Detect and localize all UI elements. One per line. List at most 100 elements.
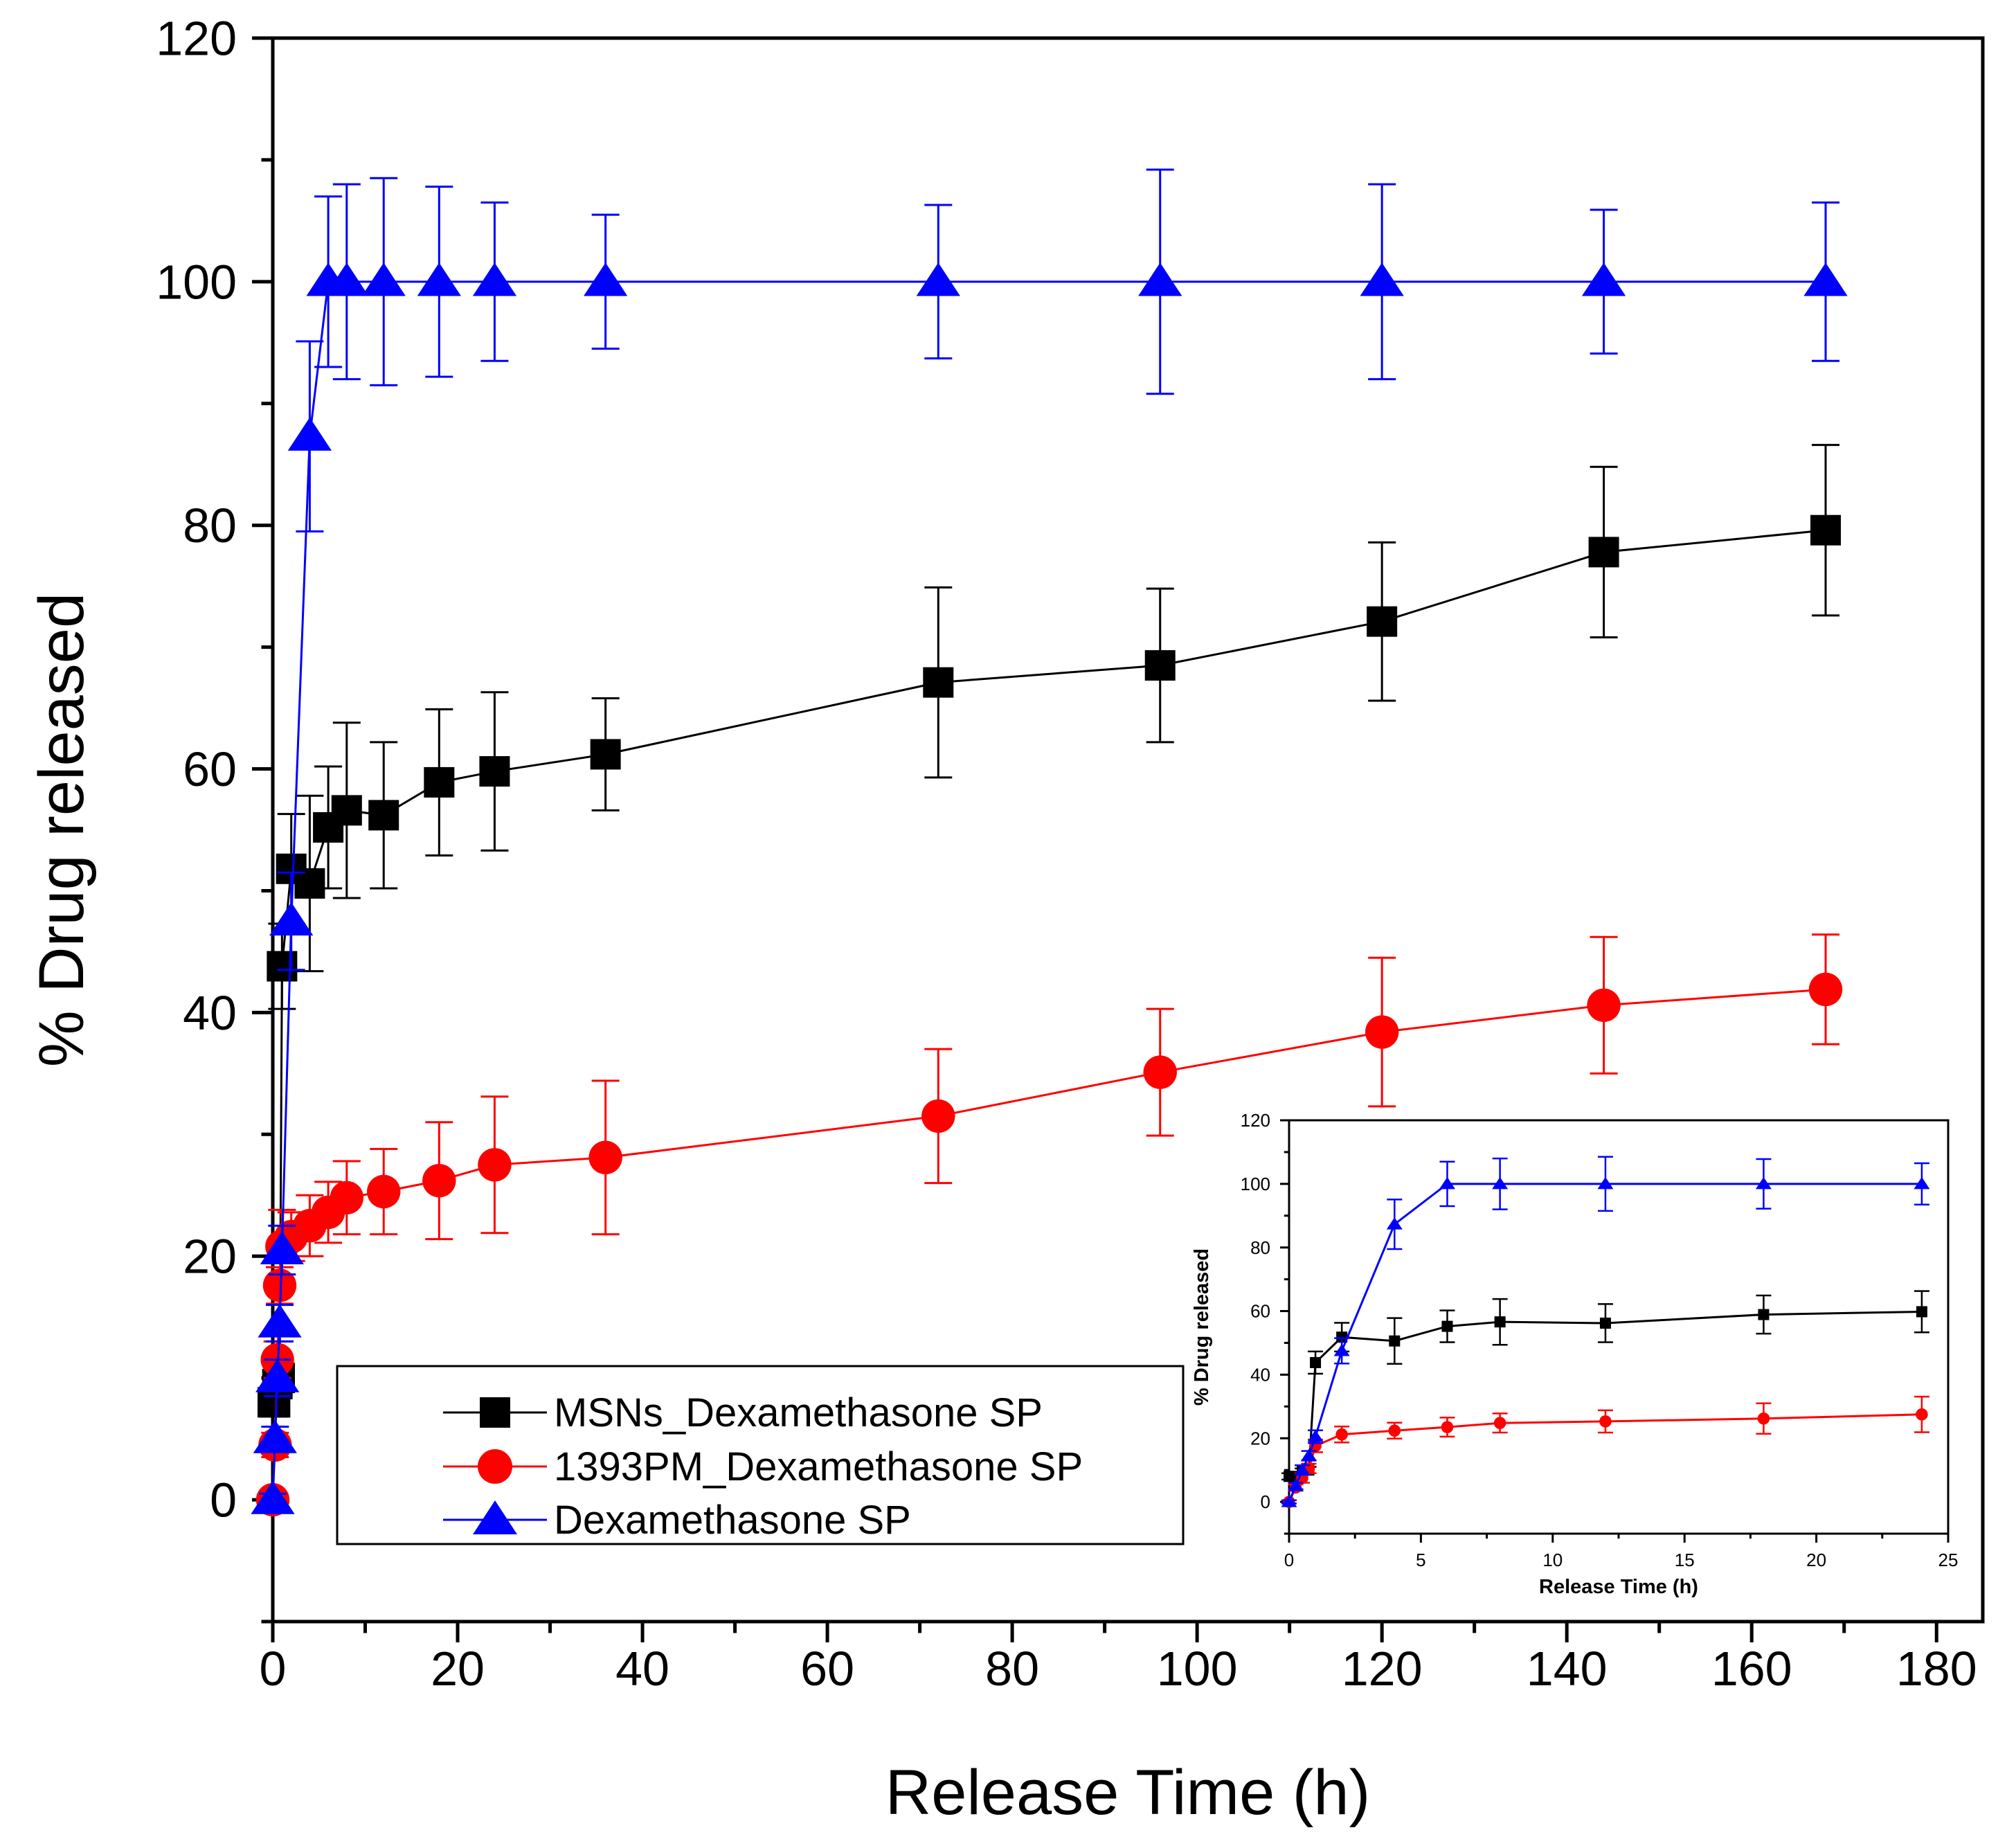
x-tick-label: 160: [1711, 1642, 1792, 1696]
data-point-circle: [1599, 1415, 1612, 1428]
data-point-circle: [1757, 1412, 1770, 1425]
data-point-triangle: [1492, 1176, 1509, 1190]
y-axis-title: % Drug released: [1191, 1248, 1213, 1406]
y-tick-label: 120: [1241, 1110, 1270, 1131]
data-point-triangle: [1803, 262, 1848, 296]
data-point-circle: [1335, 1428, 1348, 1441]
y-tick-label: 60: [183, 742, 237, 796]
data-point-square: [1758, 1309, 1770, 1320]
data-point-triangle: [258, 1304, 302, 1338]
data-point-square: [1144, 650, 1176, 681]
data-point-square: [1441, 1320, 1453, 1332]
data-point-triangle: [1755, 1176, 1772, 1190]
data-point-circle: [1365, 1015, 1399, 1049]
legend: MSNs_Dexamethasone SP 1393PM_Dexamethason…: [336, 1365, 1185, 1545]
data-point-triangle: [361, 262, 406, 296]
data-point-square: [590, 739, 621, 770]
data-point-square: [1810, 514, 1842, 546]
data-point-triangle: [260, 1230, 304, 1265]
data-point-square: [1389, 1335, 1401, 1347]
x-tick-label: 10: [1542, 1550, 1563, 1570]
legend-marker-square: [480, 1397, 510, 1428]
plot-frame: [271, 36, 1985, 1624]
y-tick-label: 40: [183, 986, 237, 1040]
legend-label: Dexamethasone SP: [554, 1498, 911, 1543]
data-point-circle: [478, 1148, 512, 1182]
legend-marker-triangle: [473, 1500, 517, 1534]
data-point-triangle: [1439, 1176, 1455, 1190]
x-tick-label: 100: [1157, 1642, 1238, 1696]
data-point-square: [923, 667, 954, 698]
x-axis-title: Release Time (h): [885, 1757, 1370, 1828]
data-point-square: [1310, 1356, 1322, 1368]
data-point-circle: [921, 1099, 955, 1133]
x-tick-label: 5: [1416, 1550, 1425, 1570]
data-point-triangle: [251, 1480, 295, 1514]
legend-marker-circle: [478, 1449, 512, 1484]
data-point-triangle: [269, 901, 314, 936]
data-point-square: [1588, 537, 1619, 568]
data-point-circle: [1916, 1408, 1928, 1421]
data-point-square: [424, 766, 455, 798]
data-point-triangle: [1281, 1495, 1297, 1507]
x-tick-label: 120: [1342, 1642, 1423, 1696]
x-tick-label: 0: [1284, 1550, 1294, 1570]
data-point-triangle: [1597, 1176, 1614, 1190]
data-point-triangle: [253, 1419, 297, 1453]
data-point-triangle: [1386, 1217, 1403, 1230]
data-point-triangle: [916, 262, 960, 296]
data-point-circle: [1808, 972, 1843, 1007]
x-tick-label: 40: [615, 1642, 669, 1696]
x-tick-label: 80: [985, 1642, 1039, 1696]
x-tick-label: 20: [1806, 1550, 1826, 1570]
data-point-circle: [262, 1268, 297, 1302]
data-point-triangle: [1360, 262, 1404, 296]
series-triangle: [1281, 1156, 1930, 1507]
x-tick-label: 180: [1896, 1642, 1977, 1696]
data-point-triangle: [417, 262, 461, 296]
data-point-triangle: [1301, 1448, 1317, 1461]
y-tick-label: 120: [156, 12, 237, 66]
data-point-square: [1916, 1306, 1927, 1318]
data-point-square: [267, 951, 298, 982]
x-tick-label: 20: [431, 1642, 485, 1696]
data-point-triangle: [255, 1358, 300, 1392]
data-point-triangle: [1581, 262, 1626, 296]
data-point-square: [1367, 606, 1398, 637]
series-triangle: [251, 168, 1848, 1514]
legend-label: MSNs_Dexamethasone SP: [554, 1390, 1043, 1435]
y-tick-label: 100: [156, 255, 237, 309]
inset-chart: 0 5 10 15 20 25 0 20 40 60 80 100 120 Release Time (h…: [1191, 1110, 1980, 1598]
legend-box: [336, 1365, 1185, 1545]
main-chart: 0 20 40 60 80 100 120 140 160 180020406080100120R…: [26, 12, 1985, 1828]
data-point-square: [1494, 1316, 1506, 1328]
data-point-triangle: [1333, 1343, 1350, 1356]
y-tick-label: 20: [183, 1230, 237, 1284]
data-point-triangle: [584, 262, 628, 296]
data-point-square: [479, 756, 510, 787]
data-point-square: [1336, 1331, 1348, 1343]
inset-background: [1288, 1116, 1980, 1590]
data-point-triangle: [1294, 1463, 1311, 1475]
series-square: [258, 444, 1842, 1418]
x-axis-title: Release Time (h): [1539, 1576, 1698, 1598]
data-point-circle: [330, 1181, 364, 1214]
data-point-circle: [588, 1140, 622, 1174]
y-tick-label: 20: [1250, 1428, 1270, 1448]
data-point-triangle: [1288, 1479, 1304, 1491]
x-tick-label: 15: [1675, 1550, 1695, 1570]
y-tick-label: 80: [183, 499, 237, 553]
x-tick-label: 60: [800, 1642, 854, 1696]
x-tick-label: 0: [260, 1642, 287, 1696]
legend-label: 1393PM_Dexamethasone SP: [554, 1444, 1083, 1489]
data-point-circle: [1143, 1055, 1177, 1089]
data-point-circle: [1587, 988, 1621, 1023]
x-tick-label: 140: [1527, 1642, 1608, 1696]
data-point-triangle: [472, 262, 517, 296]
y-tick-label: 40: [1250, 1364, 1270, 1385]
y-tick-label: 100: [1241, 1174, 1270, 1194]
y-axis-title: % Drug released: [26, 593, 97, 1067]
x-tick-label: 25: [1938, 1550, 1959, 1570]
y-tick-label: 0: [210, 1473, 237, 1527]
